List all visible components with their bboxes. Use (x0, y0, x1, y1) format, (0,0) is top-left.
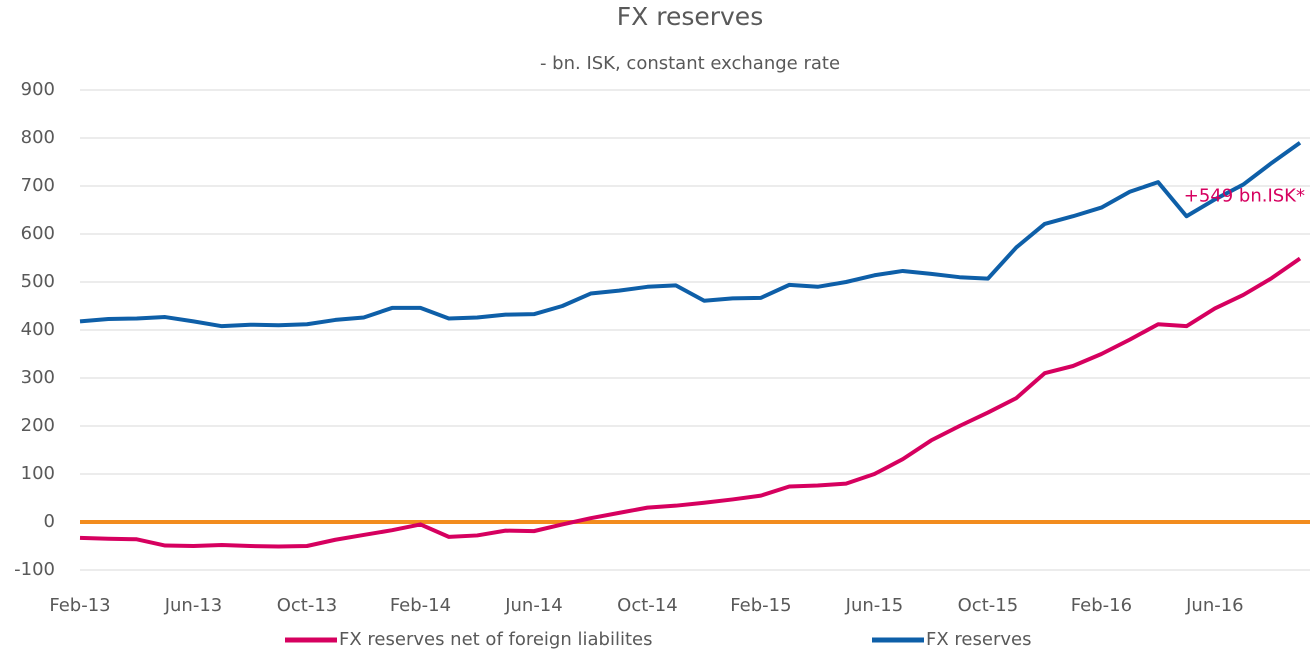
y-tick-label: 800 (21, 127, 55, 148)
legend-label: FX reserves (926, 629, 1031, 650)
x-tick-label: Jun-16 (1185, 595, 1244, 616)
y-tick-label: 100 (21, 463, 55, 484)
y-tick-label: 400 (21, 319, 55, 340)
y-tick-label: 200 (21, 415, 55, 436)
x-tick-label: Oct-13 (277, 595, 338, 616)
y-tick-label: 900 (21, 79, 55, 100)
chart-subtitle: - bn. ISK, constant exchange rate (540, 53, 840, 74)
annotation: +549 bn.ISK* (1184, 185, 1305, 206)
series-line (79, 256, 1302, 549)
y-tick-label: 0 (44, 511, 55, 532)
x-tick-label: Oct-15 (958, 595, 1019, 616)
x-tick-label: Feb-16 (1071, 595, 1132, 616)
x-tick-label: Jun-13 (164, 595, 223, 616)
legend-label: FX reserves net of foreign liabilites (339, 629, 652, 650)
y-tick-label: 500 (21, 271, 55, 292)
x-tick-label: Feb-14 (390, 595, 451, 616)
chart-title: FX reserves (617, 2, 763, 31)
x-tick-label: Feb-13 (49, 595, 110, 616)
y-tick-label: 600 (21, 223, 55, 244)
x-tick-label: Jun-14 (504, 595, 563, 616)
x-tick-label: Oct-14 (617, 595, 678, 616)
x-tick-label: Feb-15 (730, 595, 791, 616)
y-tick-label: -100 (14, 559, 55, 580)
y-tick-label: 700 (21, 175, 55, 196)
series-line (79, 141, 1302, 329)
y-tick-label: 300 (21, 367, 55, 388)
x-tick-label: Jun-15 (845, 595, 904, 616)
